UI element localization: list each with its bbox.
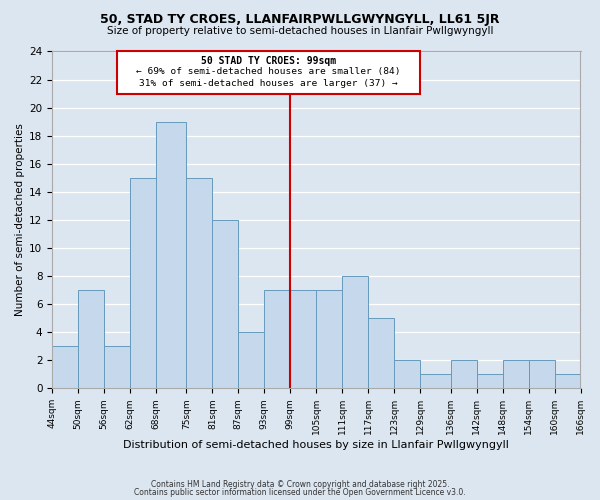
- Text: Contains HM Land Registry data © Crown copyright and database right 2025.: Contains HM Land Registry data © Crown c…: [151, 480, 449, 489]
- Text: Size of property relative to semi-detached houses in Llanfair Pwllgwyngyll: Size of property relative to semi-detach…: [107, 26, 493, 36]
- Bar: [343, 276, 368, 388]
- Bar: [529, 360, 554, 388]
- Bar: [104, 346, 130, 389]
- Bar: [420, 374, 451, 388]
- FancyBboxPatch shape: [117, 52, 420, 94]
- Bar: [476, 374, 503, 388]
- Text: 50 STAD TY CROES: 99sqm: 50 STAD TY CROES: 99sqm: [201, 56, 336, 66]
- Bar: [52, 346, 78, 389]
- Bar: [265, 290, 290, 388]
- Bar: [130, 178, 156, 388]
- Bar: [554, 374, 581, 388]
- X-axis label: Distribution of semi-detached houses by size in Llanfair Pwllgwyngyll: Distribution of semi-detached houses by …: [124, 440, 509, 450]
- Y-axis label: Number of semi-detached properties: Number of semi-detached properties: [15, 124, 25, 316]
- Bar: [451, 360, 476, 388]
- Bar: [290, 290, 316, 388]
- Text: ← 69% of semi-detached houses are smaller (84): ← 69% of semi-detached houses are smalle…: [136, 67, 401, 76]
- Bar: [368, 318, 394, 388]
- Bar: [316, 290, 343, 388]
- Bar: [156, 122, 187, 388]
- Bar: [78, 290, 104, 388]
- Text: 31% of semi-detached houses are larger (37) →: 31% of semi-detached houses are larger (…: [139, 79, 398, 88]
- Text: Contains public sector information licensed under the Open Government Licence v3: Contains public sector information licen…: [134, 488, 466, 497]
- Bar: [394, 360, 420, 388]
- Bar: [503, 360, 529, 388]
- Bar: [212, 220, 238, 388]
- Bar: [238, 332, 265, 388]
- Bar: [187, 178, 212, 388]
- Text: 50, STAD TY CROES, LLANFAIRPWLLGWYNGYLL, LL61 5JR: 50, STAD TY CROES, LLANFAIRPWLLGWYNGYLL,…: [100, 12, 500, 26]
